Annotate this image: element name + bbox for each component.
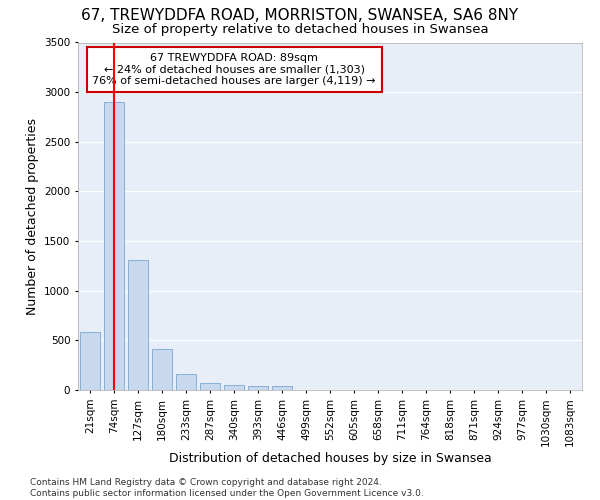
Bar xyxy=(224,384,244,390)
Y-axis label: Number of detached properties: Number of detached properties xyxy=(26,118,38,315)
Bar xyxy=(152,349,172,390)
Bar xyxy=(272,386,292,390)
X-axis label: Distribution of detached houses by size in Swansea: Distribution of detached houses by size … xyxy=(169,452,491,465)
Text: Size of property relative to detached houses in Swansea: Size of property relative to detached ho… xyxy=(112,22,488,36)
Bar xyxy=(200,382,220,390)
Bar xyxy=(248,386,268,390)
Bar xyxy=(104,102,124,390)
Text: 67 TREWYDDFA ROAD: 89sqm
← 24% of detached houses are smaller (1,303)
76% of sem: 67 TREWYDDFA ROAD: 89sqm ← 24% of detach… xyxy=(92,53,376,86)
Bar xyxy=(176,374,196,390)
Bar xyxy=(80,332,100,390)
Text: 67, TREWYDDFA ROAD, MORRISTON, SWANSEA, SA6 8NY: 67, TREWYDDFA ROAD, MORRISTON, SWANSEA, … xyxy=(82,8,518,22)
Text: Contains HM Land Registry data © Crown copyright and database right 2024.
Contai: Contains HM Land Registry data © Crown c… xyxy=(30,478,424,498)
Bar xyxy=(128,260,148,390)
